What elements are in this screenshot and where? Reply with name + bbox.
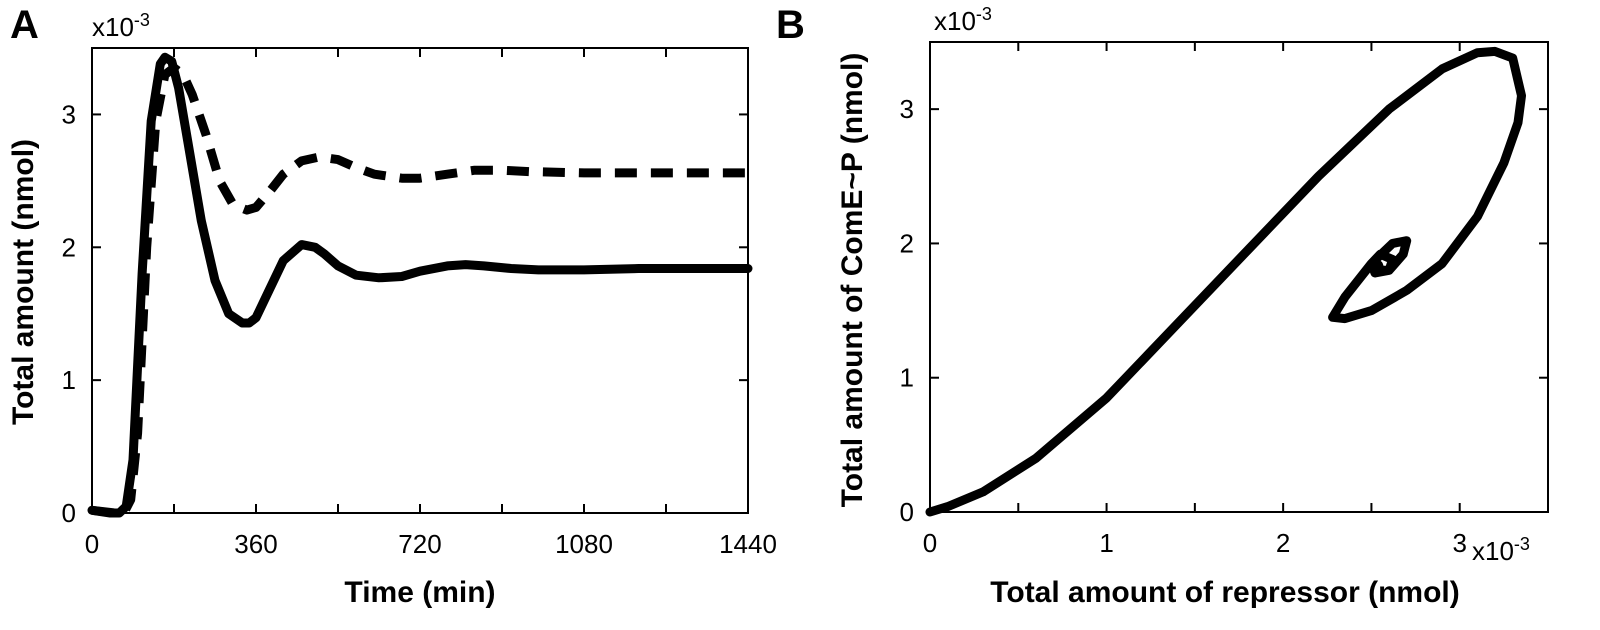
panel-a: A x10-3 0 360 720 1080 1440 0 1 2 3 Time (min) T… <box>7 3 777 609</box>
panel-b-y-axis-label: Total amount of ComE~P (nmol) <box>836 53 869 508</box>
panel-b: B x10-3 x10-3 0 1 2 3 0 1 2 3 Total amount of r… <box>776 3 1549 609</box>
y-tick-label: 1 <box>900 363 914 393</box>
x-tick-label: 1440 <box>719 529 777 559</box>
x-tick-label: 2 <box>1276 528 1290 558</box>
panel-b-x-multiplier: x10-3 <box>1472 534 1530 566</box>
x-tick-label: 360 <box>234 529 277 559</box>
series-line-trajectory <box>925 46 1526 517</box>
panel-b-plot-frame <box>929 41 1549 513</box>
series-line-solid <box>87 52 753 518</box>
y-tick-label: 3 <box>62 99 76 129</box>
panel-b-series <box>925 46 1526 517</box>
y-tick-label: 0 <box>900 497 914 527</box>
series-line-dashed <box>91 63 748 518</box>
panel-a-x-axis-label: Time (min) <box>344 576 495 609</box>
panel-b-x-axis-label: Total amount of repressor (nmol) <box>990 576 1459 609</box>
y-tick-label: 2 <box>900 228 914 258</box>
y-tick-label: 3 <box>900 94 914 124</box>
x-tick-label: 0 <box>85 529 99 559</box>
panel-a-ticks <box>91 48 749 514</box>
y-tick-label: 2 <box>62 232 76 262</box>
x-tick-label: 0 <box>923 528 937 558</box>
panel-b-tick-labels: 0 1 2 3 0 1 2 3 <box>900 94 1467 558</box>
x-tick-label: 1080 <box>555 529 613 559</box>
panel-b-letter: B <box>776 3 805 47</box>
panel-b-y-multiplier: x10-3 <box>934 4 992 36</box>
x-tick-label: 720 <box>398 529 441 559</box>
panel-a-y-multiplier: x10-3 <box>92 10 150 42</box>
panel-a-series <box>87 52 753 518</box>
panel-a-tick-labels: 0 360 720 1080 1440 0 1 2 3 <box>62 99 777 559</box>
x-tick-label: 3 <box>1452 528 1466 558</box>
y-tick-label: 0 <box>62 498 76 528</box>
panel-b-ticks <box>929 42 1548 513</box>
panel-a-y-axis-label: Total amount (nmol) <box>7 139 40 425</box>
panel-a-plot-frame <box>91 47 749 514</box>
x-tick-label: 1 <box>1099 528 1113 558</box>
panel-a-letter: A <box>10 3 39 47</box>
y-tick-label: 1 <box>62 365 76 395</box>
